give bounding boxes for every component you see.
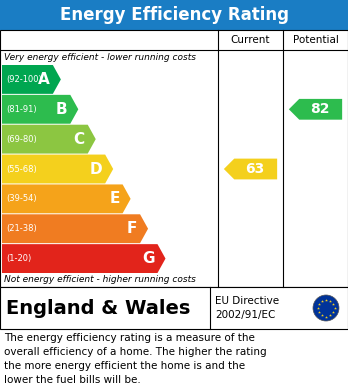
Polygon shape [2,154,113,183]
Polygon shape [2,65,61,94]
Text: (69-80): (69-80) [6,135,37,143]
Text: F: F [127,221,137,236]
Text: 82: 82 [310,102,330,116]
Text: (39-54): (39-54) [6,194,37,203]
Text: C: C [74,132,85,147]
Text: EU Directive: EU Directive [215,296,279,306]
Bar [0,0,348,30]
Polygon shape [2,244,166,273]
Text: the more energy efficient the home is and the: the more energy efficient the home is an… [4,361,245,371]
Text: Current: Current [231,35,270,45]
Text: D: D [89,161,102,176]
Text: lower the fuel bills will be.: lower the fuel bills will be. [4,375,141,385]
Text: E: E [109,191,120,206]
Text: (21-38): (21-38) [6,224,37,233]
Text: (1-20): (1-20) [6,254,31,263]
Polygon shape [2,95,78,124]
Polygon shape [2,214,148,243]
Text: (55-68): (55-68) [6,165,37,174]
Text: Very energy efficient - lower running costs: Very energy efficient - lower running co… [4,53,196,62]
Circle shape [313,295,339,321]
Text: The energy efficiency rating is a measure of the: The energy efficiency rating is a measur… [4,333,255,343]
Polygon shape [289,99,342,120]
Text: B: B [56,102,67,117]
Text: 2002/91/EC: 2002/91/EC [215,310,275,320]
Text: England & Wales: England & Wales [6,298,190,317]
Text: 63: 63 [245,162,264,176]
Bar [0,30,348,287]
Polygon shape [2,185,130,213]
Text: Potential: Potential [293,35,339,45]
Polygon shape [224,159,277,179]
Text: (81-91): (81-91) [6,105,37,114]
Text: Not energy efficient - higher running costs: Not energy efficient - higher running co… [4,275,196,284]
Text: overall efficiency of a home. The higher the rating: overall efficiency of a home. The higher… [4,347,267,357]
Text: Energy Efficiency Rating: Energy Efficiency Rating [60,6,288,24]
Text: (92-100): (92-100) [6,75,42,84]
Bar [0,287,348,329]
Polygon shape [2,125,96,154]
Text: G: G [142,251,155,266]
Text: A: A [38,72,50,87]
